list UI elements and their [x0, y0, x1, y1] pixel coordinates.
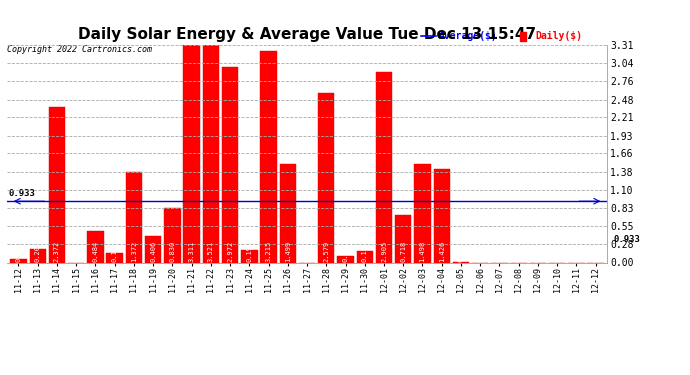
Bar: [414, 164, 431, 262]
Bar: [279, 164, 296, 262]
Text: 0.005: 0.005: [458, 241, 464, 262]
Text: Average($): Average($): [439, 31, 498, 40]
Text: 0.207: 0.207: [34, 241, 41, 262]
Text: 1.426: 1.426: [439, 241, 445, 262]
Bar: [433, 169, 450, 262]
Text: 0.718: 0.718: [400, 241, 406, 262]
Bar: [241, 250, 257, 262]
Text: 0.406: 0.406: [150, 241, 156, 262]
Bar: [337, 256, 354, 262]
Bar: [49, 106, 65, 262]
Text: 0.000: 0.000: [593, 241, 599, 262]
Text: 1.499: 1.499: [285, 241, 290, 262]
Text: 0.933: 0.933: [9, 189, 36, 198]
Text: Daily($): Daily($): [535, 31, 582, 40]
Text: 2.372: 2.372: [54, 241, 60, 262]
Bar: [357, 251, 373, 262]
Bar: [203, 31, 219, 262]
Text: 0.484: 0.484: [92, 241, 99, 262]
Bar: [222, 67, 238, 262]
Bar: [318, 93, 335, 262]
Bar: [184, 45, 200, 262]
Text: 0.000: 0.000: [573, 241, 580, 262]
Bar: [10, 260, 27, 262]
Bar: [395, 215, 411, 262]
Text: 0.000: 0.000: [304, 241, 310, 262]
Text: 3.521: 3.521: [208, 241, 214, 262]
Text: 3.215: 3.215: [266, 241, 272, 262]
Text: 2.579: 2.579: [324, 241, 329, 262]
Text: 0.000: 0.000: [477, 241, 483, 262]
Bar: [30, 249, 46, 262]
Text: 0.047: 0.047: [15, 241, 21, 262]
Bar: [87, 231, 104, 262]
Text: 0.191: 0.191: [246, 241, 253, 262]
Text: 2.972: 2.972: [227, 241, 233, 262]
Text: 0.000: 0.000: [515, 241, 522, 262]
Bar: [164, 208, 181, 262]
Title: Daily Solar Energy & Average Value Tue Dec 13 15:47: Daily Solar Energy & Average Value Tue D…: [78, 27, 536, 42]
Text: 0.933: 0.933: [613, 235, 640, 244]
Bar: [376, 72, 392, 262]
Text: 2.905: 2.905: [381, 241, 387, 262]
Text: 3.311: 3.311: [188, 241, 195, 262]
Bar: [126, 172, 142, 262]
Text: 0.179: 0.179: [362, 241, 368, 262]
Text: 0.150: 0.150: [112, 241, 118, 262]
Bar: [260, 51, 277, 262]
Text: 0.000: 0.000: [73, 241, 79, 262]
Text: 1.498: 1.498: [420, 241, 426, 262]
Text: 0.096: 0.096: [342, 241, 348, 262]
Text: 0.000: 0.000: [496, 241, 502, 262]
Text: 1.372: 1.372: [131, 241, 137, 262]
Text: 0.000: 0.000: [535, 241, 541, 262]
Text: 0.000: 0.000: [554, 241, 560, 262]
Bar: [145, 236, 161, 262]
Bar: [106, 253, 123, 262]
Text: 0.830: 0.830: [169, 241, 175, 262]
Text: Copyright 2022 Cartronics.com: Copyright 2022 Cartronics.com: [7, 45, 152, 54]
